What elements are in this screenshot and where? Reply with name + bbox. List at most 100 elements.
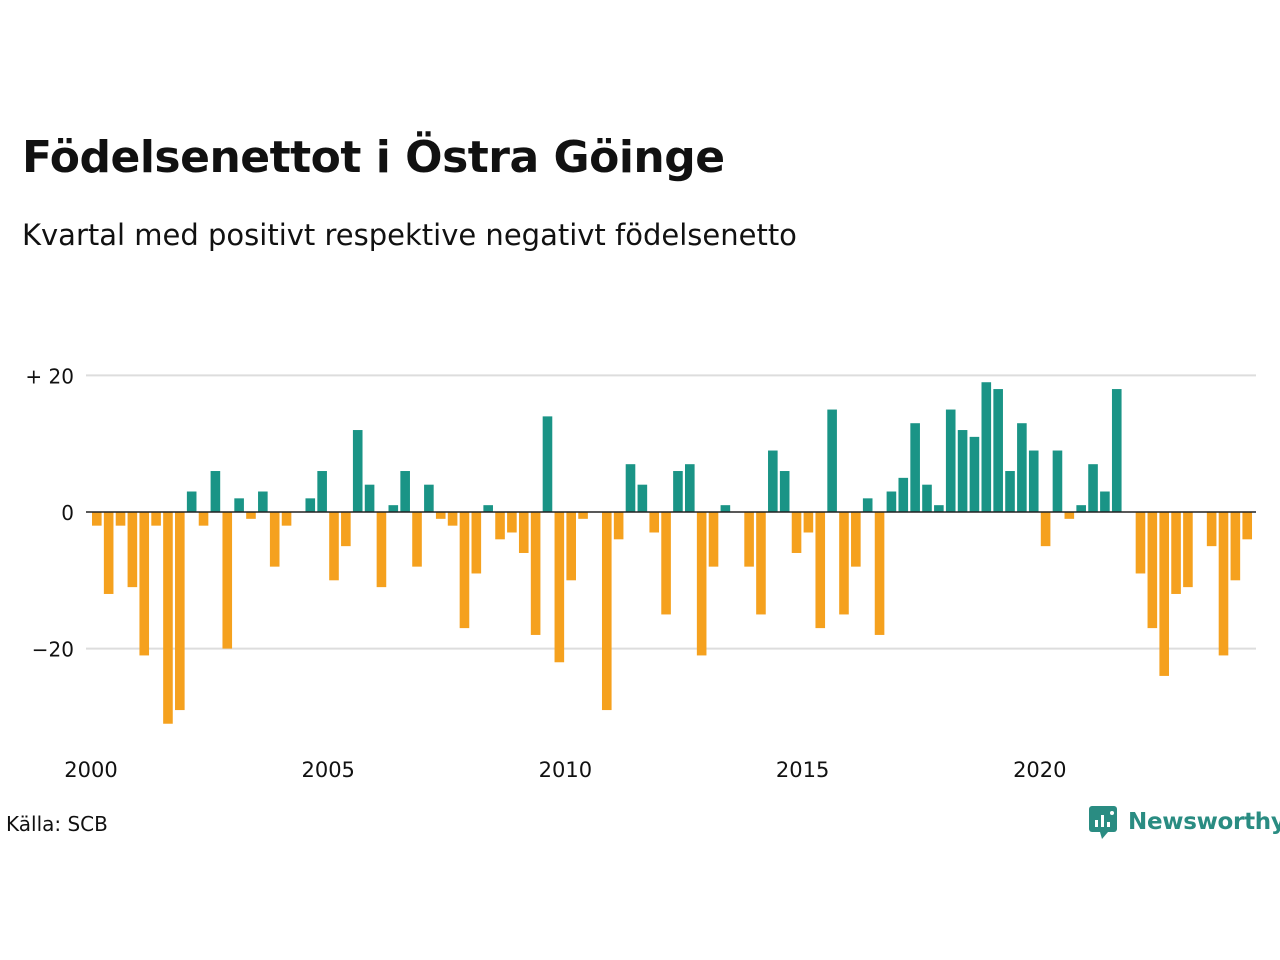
newsworthy-brand[interactable]: Newsworthy bbox=[1088, 804, 1280, 840]
bar bbox=[151, 512, 161, 526]
bar bbox=[388, 505, 399, 512]
bar bbox=[1242, 512, 1253, 540]
brand-name: Newsworthy bbox=[1128, 809, 1280, 835]
bar bbox=[175, 512, 185, 711]
bar bbox=[874, 512, 885, 635]
bar bbox=[542, 416, 553, 512]
bar bbox=[317, 471, 327, 512]
bar bbox=[803, 512, 814, 533]
bar bbox=[601, 512, 612, 711]
bar bbox=[1147, 512, 1158, 629]
bar bbox=[400, 471, 410, 512]
bar bbox=[115, 512, 126, 526]
bar bbox=[922, 484, 932, 512]
x-tick-label: 2015 bbox=[776, 758, 829, 782]
bar bbox=[352, 430, 363, 512]
bar bbox=[1206, 512, 1217, 547]
bar bbox=[1088, 464, 1098, 512]
bar bbox=[981, 382, 992, 512]
bar bbox=[1005, 471, 1015, 512]
bar bbox=[1218, 512, 1229, 656]
bar bbox=[696, 512, 707, 656]
x-tick-label: 2010 bbox=[539, 758, 592, 782]
x-tick-label: 2000 bbox=[64, 758, 117, 782]
bar bbox=[471, 512, 482, 574]
bar bbox=[518, 512, 529, 553]
bar bbox=[649, 512, 660, 533]
bar bbox=[685, 464, 695, 512]
bar bbox=[851, 512, 861, 567]
bar bbox=[103, 512, 114, 594]
bar bbox=[424, 484, 434, 512]
bar bbox=[1017, 423, 1027, 512]
bar bbox=[898, 477, 909, 512]
chart-subtitle: Kvartal med positivt respektive negativt… bbox=[22, 218, 797, 252]
bar bbox=[827, 409, 837, 512]
bar bbox=[1064, 512, 1075, 519]
x-tick-label: 2020 bbox=[1013, 758, 1066, 782]
bar bbox=[779, 471, 790, 512]
bar bbox=[1111, 389, 1122, 512]
bar bbox=[625, 464, 636, 512]
bar bbox=[341, 512, 351, 547]
bar bbox=[661, 512, 671, 615]
bar bbox=[163, 512, 173, 724]
bar bbox=[507, 512, 517, 533]
bar bbox=[269, 512, 280, 567]
bar bbox=[186, 491, 197, 512]
bar bbox=[862, 498, 873, 512]
bar bbox=[613, 512, 624, 540]
bar bbox=[1183, 512, 1193, 588]
bar bbox=[934, 505, 944, 512]
newsworthy-logo-icon bbox=[1089, 806, 1117, 839]
bar bbox=[566, 512, 576, 581]
bar bbox=[839, 512, 849, 615]
bar bbox=[222, 512, 233, 649]
bar bbox=[886, 491, 897, 512]
bar bbox=[554, 512, 565, 663]
bar bbox=[305, 498, 316, 512]
chart-title: Födelsenettot i Östra Göinge bbox=[22, 132, 725, 183]
bar-chart: + 20 0 −20 2000 2005 2010 2015 2020 bbox=[25, 364, 1256, 782]
bar bbox=[435, 512, 446, 519]
bar bbox=[246, 512, 256, 519]
bar bbox=[1040, 512, 1051, 547]
bar bbox=[447, 512, 458, 526]
bar bbox=[791, 512, 802, 553]
bar bbox=[708, 512, 719, 567]
bar bbox=[673, 471, 683, 512]
bar bbox=[483, 505, 493, 512]
bar bbox=[1135, 512, 1146, 574]
x-tick-label: 2005 bbox=[301, 758, 354, 782]
bar bbox=[768, 450, 778, 512]
bar bbox=[945, 409, 956, 512]
bar bbox=[281, 512, 292, 526]
y-tick-label: 0 bbox=[61, 501, 74, 525]
bar bbox=[210, 471, 221, 512]
bar bbox=[969, 436, 980, 512]
bar bbox=[756, 512, 766, 615]
bar bbox=[234, 498, 244, 512]
bar bbox=[412, 512, 422, 567]
bar bbox=[1159, 512, 1169, 676]
bar bbox=[1100, 491, 1110, 512]
bar bbox=[364, 484, 375, 512]
bar bbox=[1028, 450, 1039, 512]
bar bbox=[198, 512, 209, 526]
bar bbox=[376, 512, 387, 588]
bar bbox=[495, 512, 505, 540]
bar bbox=[637, 484, 648, 512]
bar bbox=[258, 491, 268, 512]
bar bbox=[329, 512, 339, 581]
bar bbox=[1052, 450, 1063, 512]
bar bbox=[459, 512, 470, 629]
bar bbox=[744, 512, 754, 567]
bar bbox=[578, 512, 588, 519]
bar bbox=[139, 512, 150, 656]
bar bbox=[1171, 512, 1181, 594]
y-tick-label: −20 bbox=[32, 638, 74, 662]
bar bbox=[1076, 505, 1086, 512]
bar bbox=[993, 389, 1003, 512]
bar bbox=[720, 505, 731, 512]
bar bbox=[815, 512, 826, 629]
